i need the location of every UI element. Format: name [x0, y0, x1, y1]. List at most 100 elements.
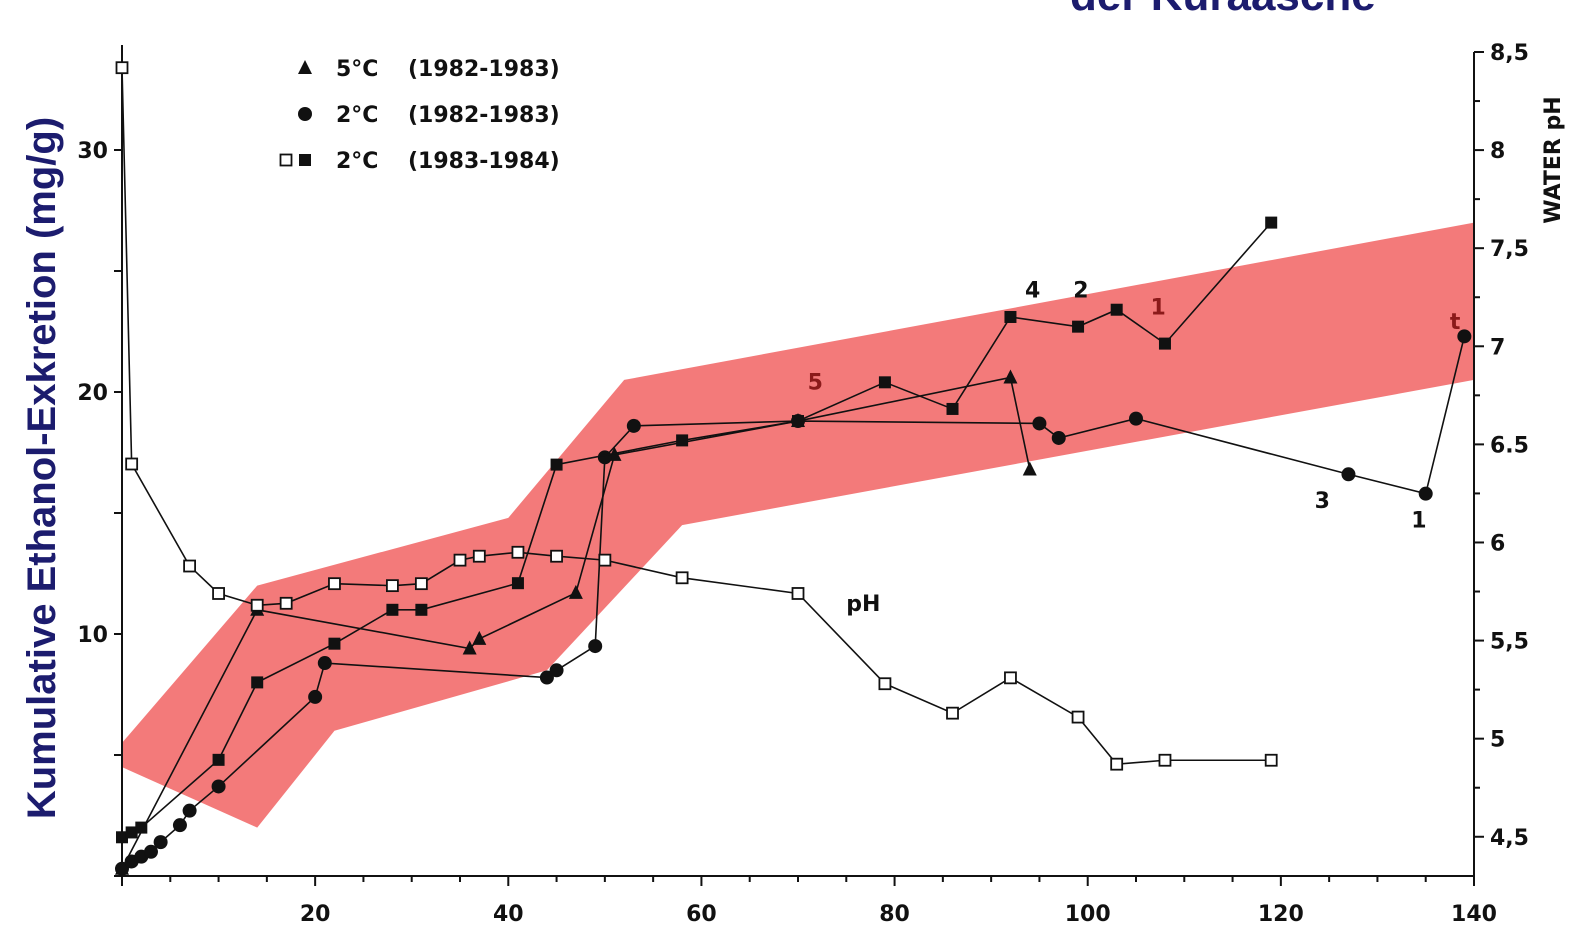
y-tick-label: 10: [77, 623, 108, 648]
data-point: [1022, 461, 1037, 476]
data-point: [153, 835, 168, 850]
data-point: [125, 457, 139, 471]
data-point: [172, 818, 187, 833]
data-point: [511, 545, 525, 559]
y2-tick-label: 7,5: [1490, 237, 1529, 262]
annotations-layer: pH 5 4 2 1 3 1 t: [808, 279, 1461, 618]
x-tick-label: 120: [1258, 902, 1304, 927]
data-point: [1265, 216, 1278, 229]
series-layer: [115, 61, 1472, 876]
data-point: [676, 434, 689, 447]
data-point: [1032, 416, 1047, 431]
data-point: [792, 415, 804, 428]
data-point: [182, 803, 197, 818]
data-point: [550, 549, 563, 563]
data-point: [211, 779, 226, 794]
data-point: [1110, 303, 1123, 316]
x-tick-label: 100: [1065, 902, 1111, 927]
y2-tick-label: 8: [1490, 139, 1505, 164]
data-point: [878, 376, 891, 389]
x-tick-label: 20: [300, 902, 331, 927]
data-point: [1003, 369, 1018, 384]
data-point: [1158, 337, 1171, 350]
annotation-label: 3: [1315, 489, 1330, 514]
y2-tick-label: 5: [1490, 728, 1505, 753]
data-point: [539, 670, 554, 685]
legend-label: 2°C: [336, 149, 378, 174]
y2-tick-label: 4,5: [1490, 826, 1529, 851]
legend-years: (1982-1983): [408, 57, 560, 82]
data-point: [1341, 467, 1356, 482]
data-point: [1051, 430, 1066, 445]
legend-label: 2°C: [336, 103, 378, 128]
data-point: [568, 584, 583, 599]
data-point: [598, 553, 612, 567]
series-square-filled: [116, 216, 1278, 844]
legend-marker-circle: [298, 107, 312, 121]
annotation-label: 1: [1411, 509, 1426, 534]
data-point: [453, 553, 467, 567]
data-point: [385, 579, 399, 593]
data-point: [1072, 320, 1085, 333]
x-tick-label: 140: [1451, 902, 1497, 927]
data-point: [472, 549, 486, 563]
y2-tick-label: 5,5: [1490, 630, 1529, 655]
x-tick-label: 80: [879, 902, 910, 927]
data-point: [1110, 757, 1124, 771]
data-point: [308, 689, 323, 704]
data-point: [414, 577, 428, 591]
y2-axis-label: WATER pH: [1541, 96, 1566, 223]
data-point: [878, 677, 892, 691]
y2-tick-label: 6.5: [1490, 433, 1529, 458]
data-point: [1004, 671, 1017, 685]
legend: 5°C (1982-1983) 2°C (1982-1983) 2°C (1983-198…: [279, 57, 560, 174]
legend-marker-filled-square: [299, 154, 311, 166]
legend-years: (1982-1983): [408, 103, 560, 128]
data-point: [125, 826, 138, 839]
data-point: [279, 596, 293, 610]
y2-tick-label: 8,5: [1490, 41, 1529, 66]
legend-marker-open-square: [279, 153, 293, 167]
legend-marker-triangle: [298, 60, 312, 74]
highlight-band: [122, 222, 1474, 828]
data-point: [328, 637, 341, 650]
data-point: [549, 663, 564, 678]
data-point: [946, 706, 959, 720]
y-axis-label: Kumulative Ethanol-Exkretion (mg/g): [20, 117, 64, 819]
data-point: [1418, 486, 1433, 501]
axes: [114, 45, 1484, 886]
y-tick-label: 30: [77, 139, 108, 164]
data-point: [135, 821, 148, 834]
data-point: [115, 861, 129, 876]
data-point: [588, 639, 603, 654]
data-point: [116, 831, 128, 844]
data-point: [462, 640, 477, 655]
data-point: [791, 587, 805, 600]
series-square-open: [115, 61, 1278, 771]
tick-labels: 20 40 60 80 100 120 140 10 20 30 4,5 5 5,5 6 6.5 7 7,5 8 8…: [77, 41, 1529, 927]
x-tick-label: 60: [686, 902, 717, 927]
y2-tick-label: 6: [1490, 531, 1505, 556]
data-point: [115, 61, 129, 75]
data-point: [212, 587, 225, 600]
legend-years: (1983-1984): [408, 149, 560, 174]
data-point: [1071, 710, 1085, 724]
data-point: [317, 656, 332, 671]
data-point: [143, 844, 158, 859]
legend-label: 5°C: [336, 57, 378, 82]
data-point: [1158, 753, 1172, 767]
data-point: [1264, 753, 1278, 767]
data-point: [212, 753, 225, 766]
y2-tick-label: 7: [1490, 335, 1505, 360]
data-point: [946, 402, 959, 415]
top-text-fragment: der Kuraasche: [1070, 0, 1376, 20]
annotation-label: 2: [1073, 279, 1088, 304]
data-point: [1004, 310, 1017, 323]
data-point: [328, 577, 341, 591]
data-point: [251, 676, 264, 689]
data-point: [183, 559, 197, 573]
data-point: [472, 630, 487, 645]
data-point: [250, 598, 264, 612]
data-point: [415, 603, 428, 616]
